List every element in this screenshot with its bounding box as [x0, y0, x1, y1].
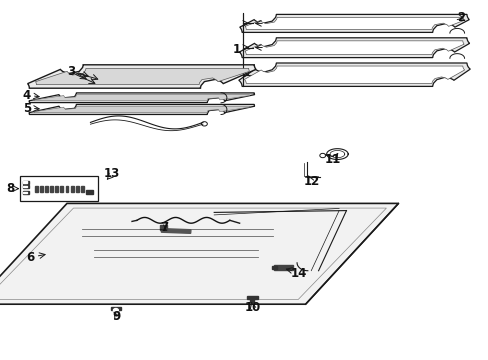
Bar [23, 191, 29, 194]
Bar [40, 186, 43, 192]
Text: 4: 4 [23, 89, 31, 102]
Text: 12: 12 [303, 175, 319, 188]
Bar [23, 185, 29, 188]
Text: 11: 11 [324, 153, 340, 166]
Text: 8: 8 [7, 182, 15, 195]
Bar [161, 229, 190, 233]
Text: 1: 1 [232, 43, 240, 56]
Bar [160, 225, 167, 230]
FancyBboxPatch shape [20, 176, 98, 201]
Polygon shape [244, 17, 463, 30]
Text: 5: 5 [23, 102, 31, 114]
Bar [61, 186, 63, 192]
Bar [250, 298, 254, 302]
Bar [23, 192, 27, 193]
Text: 13: 13 [103, 167, 120, 180]
Text: 6: 6 [26, 251, 34, 264]
Text: 14: 14 [290, 267, 307, 280]
Bar [23, 181, 27, 183]
Polygon shape [0, 208, 386, 300]
Text: 10: 10 [244, 301, 261, 314]
Polygon shape [239, 14, 468, 32]
Bar [81, 186, 83, 192]
Polygon shape [28, 65, 255, 88]
Bar [272, 266, 276, 269]
Polygon shape [29, 104, 254, 114]
Polygon shape [34, 95, 249, 101]
Bar [246, 296, 257, 299]
Bar [35, 186, 38, 192]
Bar [23, 186, 27, 187]
Polygon shape [238, 63, 469, 86]
Bar [85, 190, 93, 194]
Bar [23, 181, 29, 184]
Polygon shape [244, 41, 463, 55]
Text: 2: 2 [456, 11, 464, 24]
Bar [110, 307, 121, 310]
Bar [50, 186, 53, 192]
Bar [65, 186, 68, 192]
Bar [273, 265, 293, 270]
Polygon shape [0, 203, 398, 304]
Circle shape [113, 309, 118, 312]
Polygon shape [34, 106, 249, 113]
Polygon shape [29, 93, 254, 103]
Bar [45, 186, 48, 192]
Polygon shape [244, 66, 464, 84]
Bar [114, 309, 118, 312]
Text: 3: 3 [67, 65, 75, 78]
Polygon shape [36, 68, 249, 85]
Bar [55, 186, 58, 192]
Bar [76, 186, 79, 192]
Text: 9: 9 [112, 310, 120, 323]
Bar [70, 186, 73, 192]
Polygon shape [239, 38, 468, 58]
Text: 7: 7 [160, 221, 167, 234]
